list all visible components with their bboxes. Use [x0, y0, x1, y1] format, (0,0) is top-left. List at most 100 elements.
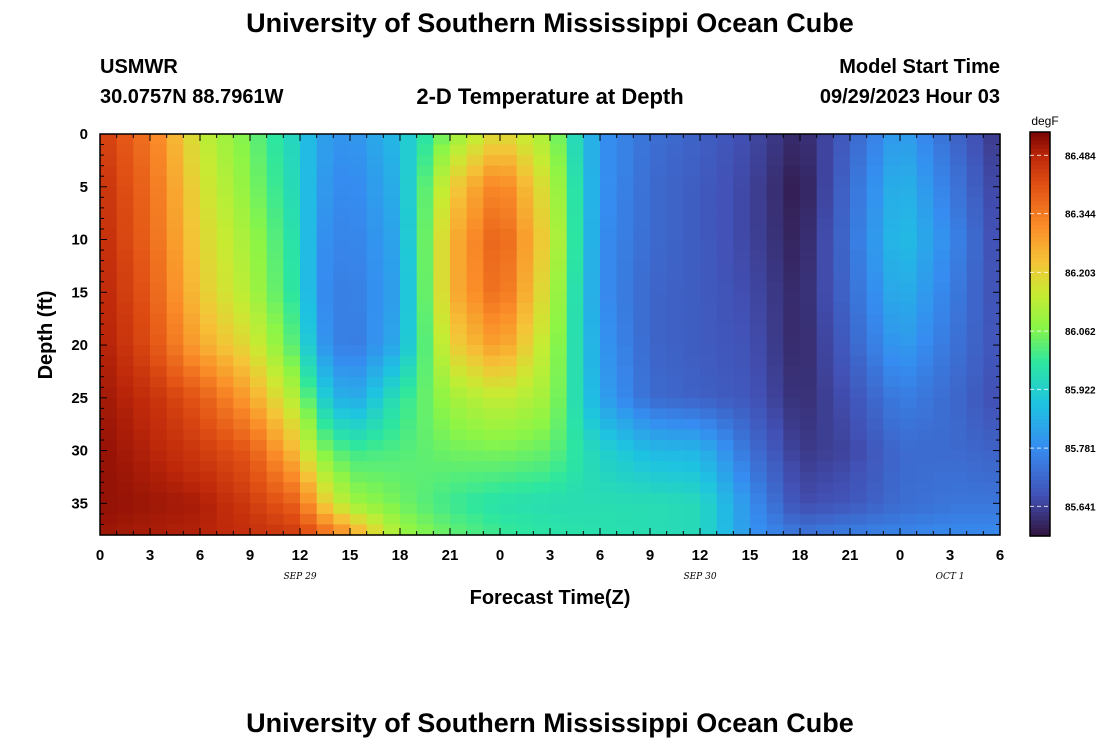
heatmap-cell — [516, 429, 534, 441]
heatmap-cell — [266, 313, 284, 325]
heatmap-cell — [416, 450, 434, 462]
heatmap-cell — [683, 471, 701, 483]
colorbar-segment — [1030, 245, 1050, 250]
heatmap-cell — [200, 271, 218, 283]
heatmap-cell — [216, 239, 234, 251]
colorbar-segment — [1030, 224, 1050, 230]
heatmap-cell — [933, 218, 951, 230]
heatmap-cell — [366, 165, 384, 177]
heatmap-cell — [350, 503, 368, 515]
heatmap-cell — [783, 228, 801, 241]
heatmap-cell — [133, 313, 151, 325]
heatmap-cell — [533, 429, 551, 441]
heatmap-cell — [950, 197, 968, 209]
heatmap-cell — [183, 239, 201, 251]
heatmap-cell — [416, 513, 434, 526]
heatmap-cell — [516, 186, 534, 198]
colorbar-segment — [1030, 184, 1050, 190]
heatmap-cell — [650, 271, 668, 283]
heatmap-cell — [483, 323, 501, 336]
heatmap-cell — [516, 418, 534, 431]
heatmap-cell — [950, 260, 968, 272]
heatmap-cell — [116, 492, 134, 504]
heatmap-cell — [366, 450, 384, 462]
colorbar-segment — [1030, 471, 1050, 476]
heatmap-cell — [750, 144, 768, 156]
heatmap-cell — [416, 492, 434, 504]
heatmap-cell — [550, 450, 568, 462]
heatmap-cell — [850, 134, 868, 146]
heatmap-cell — [500, 144, 518, 156]
heatmap-cell — [800, 302, 818, 314]
heatmap-cell — [366, 387, 384, 399]
heatmap-cell — [733, 197, 751, 209]
heatmap-cell — [750, 334, 768, 346]
heatmap-cell — [950, 355, 968, 367]
heatmap-cell — [650, 323, 668, 336]
heatmap-cell — [966, 144, 984, 156]
heatmap-cell — [466, 492, 484, 504]
heatmap-cell — [100, 334, 118, 346]
heatmap-cell — [750, 492, 768, 504]
heatmap-cell — [316, 144, 334, 156]
heatmap-cell — [600, 387, 618, 399]
heatmap-cell — [816, 418, 834, 431]
heatmap-cell — [583, 345, 601, 357]
heatmap-cell — [683, 461, 701, 473]
heatmap-cell — [666, 387, 684, 399]
heatmap-cell — [533, 207, 551, 220]
heatmap-cell — [816, 239, 834, 251]
heatmap-cell — [850, 503, 868, 515]
heatmap-cell — [633, 250, 651, 262]
heatmap-cell — [450, 334, 468, 346]
heatmap-cell — [350, 281, 368, 293]
heatmap-cell — [650, 165, 668, 177]
heatmap-cell — [566, 250, 584, 262]
heatmap-cell — [750, 524, 768, 536]
heatmap-cell — [700, 440, 718, 452]
heatmap-cell — [866, 471, 884, 483]
heatmap-cell — [850, 492, 868, 504]
heatmap-cell — [400, 271, 418, 283]
heatmap-cell — [433, 176, 451, 188]
heatmap-cell — [866, 302, 884, 314]
heatmap-cell — [366, 482, 384, 494]
heatmap-cell — [833, 281, 851, 293]
heatmap-cell — [683, 228, 701, 241]
heatmap-cell — [200, 302, 218, 314]
heatmap-cell — [500, 313, 518, 325]
heatmap-cell — [833, 302, 851, 314]
heatmap-cell — [966, 134, 984, 146]
heatmap-cell — [866, 239, 884, 251]
heatmap-cell — [600, 450, 618, 462]
heatmap-cell — [150, 334, 168, 346]
heatmap-cell — [216, 376, 234, 388]
heatmap-cell — [700, 218, 718, 230]
heatmap-cell — [616, 313, 634, 325]
heatmap-cell — [750, 323, 768, 336]
heatmap-cell — [400, 334, 418, 346]
heatmap-cell — [333, 471, 351, 483]
heatmap-cell — [666, 397, 684, 409]
heatmap-cell — [533, 271, 551, 283]
heatmap-cell — [333, 440, 351, 452]
heatmap-cell — [916, 218, 934, 230]
heatmap-cell — [166, 250, 184, 262]
heatmap-cell — [266, 429, 284, 441]
heatmap-cell — [516, 176, 534, 188]
heatmap-cell — [866, 197, 884, 209]
heatmap-cell — [100, 323, 118, 336]
heatmap-cell — [150, 355, 168, 367]
heatmap-cell — [783, 239, 801, 251]
heatmap-cell — [933, 302, 951, 314]
heatmap-cell — [466, 197, 484, 209]
heatmap-cell — [900, 207, 918, 220]
heatmap-cell — [250, 387, 268, 399]
heatmap-cell — [766, 461, 784, 473]
heatmap-cell — [183, 345, 201, 357]
heatmap-cell — [866, 260, 884, 272]
heatmap-cell — [233, 302, 251, 314]
heatmap-cell — [100, 355, 118, 367]
heatmap-cell — [883, 503, 901, 515]
heatmap-cell — [766, 218, 784, 230]
